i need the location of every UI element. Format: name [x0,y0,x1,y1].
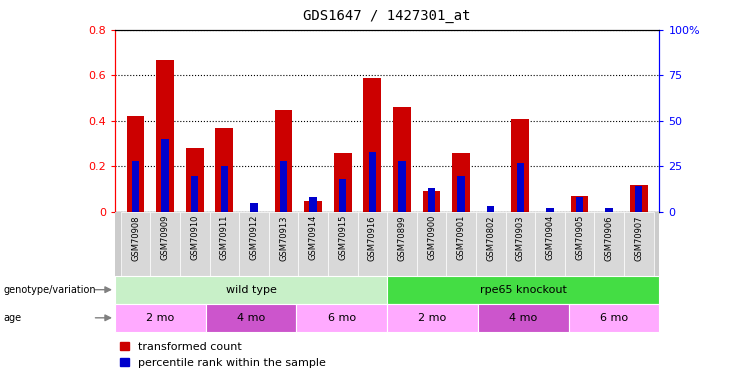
Text: GSM70904: GSM70904 [545,215,554,260]
Bar [334,153,352,212]
Bar [535,212,565,276]
Bar [296,304,387,332]
Text: GSM70906: GSM70906 [605,215,614,261]
Bar [630,184,648,212]
Text: genotype/variation: genotype/variation [4,285,96,295]
Text: 2 mo: 2 mo [419,313,447,323]
Text: GSM70916: GSM70916 [368,215,377,261]
Bar [186,148,204,212]
Text: 6 mo: 6 mo [328,313,356,323]
Bar [569,304,659,332]
Bar [635,186,642,212]
Text: wild type: wild type [225,285,276,295]
Bar [239,212,269,276]
Bar [565,212,594,276]
Bar [605,208,613,212]
Text: GSM70912: GSM70912 [250,215,259,260]
Text: 4 mo: 4 mo [509,313,537,323]
Text: GSM70899: GSM70899 [397,215,407,261]
Bar [269,212,299,276]
Bar [594,212,624,276]
Bar [422,191,440,212]
Text: GSM70901: GSM70901 [456,215,465,260]
Text: 4 mo: 4 mo [237,313,265,323]
Bar [452,153,470,212]
Bar [250,203,258,212]
Bar [280,161,288,212]
Bar [369,152,376,212]
Text: GSM70909: GSM70909 [161,215,170,260]
Bar [387,304,478,332]
Text: GSM70914: GSM70914 [309,215,318,260]
Bar [428,188,435,212]
Bar [210,212,239,276]
Bar [121,212,150,276]
Bar [115,304,205,332]
Text: GSM70907: GSM70907 [634,215,643,261]
Bar [398,161,405,212]
Bar [416,212,446,276]
Bar [478,304,569,332]
Bar [156,60,174,212]
Text: GSM70910: GSM70910 [190,215,199,260]
Bar [328,212,358,276]
Bar [364,78,382,212]
Text: GSM70908: GSM70908 [131,215,140,261]
Bar [358,212,387,276]
Text: GSM70802: GSM70802 [486,215,495,261]
Bar [487,206,494,212]
Bar [387,276,659,304]
Text: GSM70905: GSM70905 [575,215,584,260]
Bar [624,212,654,276]
Bar [205,304,296,332]
Text: GSM70915: GSM70915 [339,215,348,260]
Bar [457,176,465,212]
Text: GSM70900: GSM70900 [427,215,436,260]
Bar [180,212,210,276]
Bar [516,163,524,212]
Legend: transformed count, percentile rank within the sample: transformed count, percentile rank withi… [120,342,326,368]
Bar [310,197,317,212]
Bar [299,212,328,276]
Text: GSM70911: GSM70911 [220,215,229,260]
Bar [216,128,233,212]
Bar [191,176,199,212]
Bar [476,212,505,276]
Text: rpe65 knockout: rpe65 knockout [480,285,567,295]
Text: GSM70903: GSM70903 [516,215,525,261]
Bar [132,161,139,212]
Bar [546,208,554,212]
Bar [127,116,144,212]
Text: 2 mo: 2 mo [146,313,174,323]
Bar [162,139,169,212]
Bar [505,212,535,276]
Bar [115,276,387,304]
Bar [221,166,228,212]
Bar [511,118,529,212]
Bar [446,212,476,276]
Text: age: age [4,313,21,323]
Bar [387,212,416,276]
Bar [576,197,583,212]
Bar [150,212,180,276]
Text: 6 mo: 6 mo [600,313,628,323]
Bar [393,107,411,212]
Text: GSM70913: GSM70913 [279,215,288,261]
Text: GDS1647 / 1427301_at: GDS1647 / 1427301_at [303,9,471,23]
Bar [571,196,588,212]
Bar [275,110,293,212]
Bar [339,179,347,212]
Bar [305,201,322,212]
